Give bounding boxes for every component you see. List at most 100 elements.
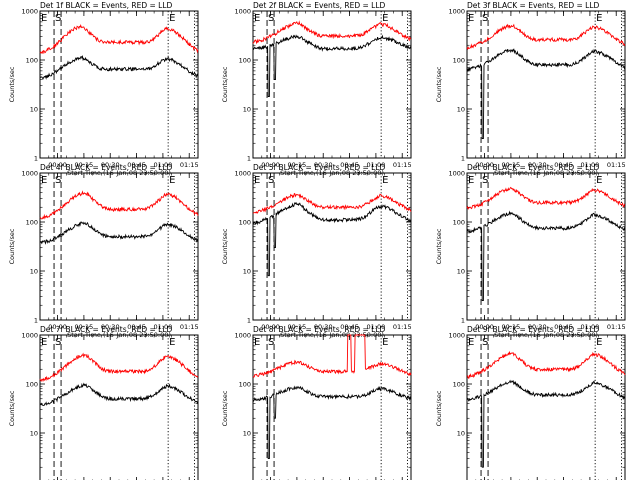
y-tick-label: 100 [453, 381, 465, 389]
plot-frame [252, 334, 412, 480]
y-tick-label: 1 [247, 154, 251, 162]
series-line-lld [252, 334, 412, 378]
x-tick-label: 01:00 [581, 323, 600, 331]
event-marker-label: S [268, 337, 274, 348]
panel-det-3f: Det 3f BLACK = Events, RED = LLD 1 10 100 10… [435, 1, 626, 177]
y-tick-label: 100 [26, 57, 38, 65]
y-tick-label: 1 [247, 316, 251, 324]
y-tick-label: 10 [243, 106, 251, 114]
y-axis-label: Counts/sec [435, 390, 443, 426]
x-tick-label: 00:00 [48, 161, 67, 169]
series-line-lld [252, 20, 411, 45]
x-tick-label: 00:45 [127, 161, 146, 169]
x-tick-label: 01:00 [367, 323, 386, 331]
x-tick-label: 00:45 [340, 323, 359, 331]
plot-frame [39, 334, 199, 480]
y-axis-label: Counts/sec [8, 228, 16, 264]
y-tick-label: 1 [34, 478, 38, 480]
y-tick-label: 1000 [21, 332, 38, 340]
series-line-lld [466, 23, 626, 51]
x-tick-label: 00:15 [288, 323, 307, 331]
y-tick-label: 1000 [21, 170, 38, 178]
event-marker-label: S [482, 175, 488, 186]
event-marker-label: E [41, 337, 47, 348]
event-marker-label: S [55, 13, 61, 24]
y-tick-label: 100 [453, 219, 465, 227]
x-tick-label: 00:15 [75, 161, 94, 169]
series-line-lld [466, 350, 626, 379]
event-marker-label: E [596, 175, 602, 186]
x-tick-label: 00:30 [101, 161, 120, 169]
plot-frame [466, 172, 626, 321]
series-line-events [466, 48, 626, 139]
y-tick-label: 1 [461, 478, 465, 480]
x-tick-label: 00:00 [48, 323, 67, 331]
y-tick-label: 10 [243, 430, 251, 438]
y-tick-label: 1000 [234, 8, 251, 16]
x-tick-label: 00:30 [314, 323, 333, 331]
event-marker-label: E [382, 337, 388, 348]
y-axis-label: Counts/sec [221, 390, 229, 426]
panel-title: Det 8f BLACK = Events, RED = LLD [253, 325, 386, 334]
y-tick-label: 1000 [448, 8, 465, 16]
y-tick-label: 1000 [448, 170, 465, 178]
panel-title: Det 9f BLACK = Events, RED = LLD [467, 325, 600, 334]
x-tick-label: 01:15 [180, 161, 199, 169]
series-line-events [466, 210, 626, 301]
event-marker-label: E [41, 175, 47, 186]
event-marker-label: S [482, 13, 488, 24]
panel-title: Det 5f BLACK = Events, RED = LLD [253, 163, 386, 172]
event-marker-label: E [254, 175, 260, 186]
panel-title: Det 4f BLACK = Events, RED = LLD [40, 163, 173, 172]
x-tick-label: 00:30 [528, 323, 547, 331]
event-marker-label: E [596, 337, 602, 348]
y-tick-label: 10 [30, 106, 38, 114]
panel-det-8f: Det 8f BLACK = Events, RED = LLD 1 10 100 10… [221, 325, 412, 480]
x-tick-label: 00:15 [502, 161, 521, 169]
panel-title: Det 3f BLACK = Events, RED = LLD [467, 1, 600, 10]
panel-det-9f: Det 9f BLACK = Events, RED = LLD 1 10 100 10… [435, 325, 626, 480]
x-tick-label: 01:15 [607, 323, 626, 331]
x-tick-label: 00:00 [475, 323, 494, 331]
event-marker-label: S [482, 337, 488, 348]
series-line-lld [39, 24, 199, 54]
x-tick-label: 00:00 [261, 161, 280, 169]
y-tick-label: 1 [461, 316, 465, 324]
y-axis-label: Counts/sec [221, 66, 229, 102]
series-line-events [252, 201, 412, 277]
y-tick-label: 1000 [21, 8, 38, 16]
plot-frame [466, 10, 626, 159]
x-tick-label: 01:15 [393, 161, 412, 169]
series-line-events [39, 382, 199, 406]
x-tick-label: 01:15 [180, 323, 199, 331]
event-marker-label: E [41, 13, 47, 24]
event-marker-label: E [169, 337, 175, 348]
y-axis-label: Counts/sec [435, 66, 443, 102]
series-line-lld [39, 190, 199, 220]
event-marker-label: S [268, 13, 274, 24]
x-tick-label: 00:45 [127, 323, 146, 331]
y-tick-label: 100 [239, 381, 251, 389]
x-tick-label: 01:00 [154, 323, 173, 331]
event-marker-label: E [169, 13, 175, 24]
panel-det-4f: Det 4f BLACK = Events, RED = LLD 1 10 100 10… [8, 163, 199, 339]
y-tick-label: 1 [247, 478, 251, 480]
series-line-lld [252, 192, 412, 214]
event-marker-label: E [382, 13, 388, 24]
x-tick-label: 01:00 [367, 161, 386, 169]
x-tick-label: 00:00 [475, 161, 494, 169]
event-marker-label: E [468, 175, 474, 186]
y-tick-label: 100 [453, 57, 465, 65]
y-tick-label: 100 [26, 381, 38, 389]
y-tick-label: 10 [457, 268, 465, 276]
series-line-lld [39, 352, 199, 383]
event-marker-label: E [596, 13, 602, 24]
x-tick-label: 01:15 [393, 323, 412, 331]
y-tick-label: 100 [239, 57, 251, 65]
x-tick-label: 00:45 [554, 323, 573, 331]
y-tick-label: 10 [243, 268, 251, 276]
plot-frame [252, 172, 412, 321]
y-tick-label: 1000 [448, 332, 465, 340]
y-axis-label: Counts/sec [8, 66, 16, 102]
